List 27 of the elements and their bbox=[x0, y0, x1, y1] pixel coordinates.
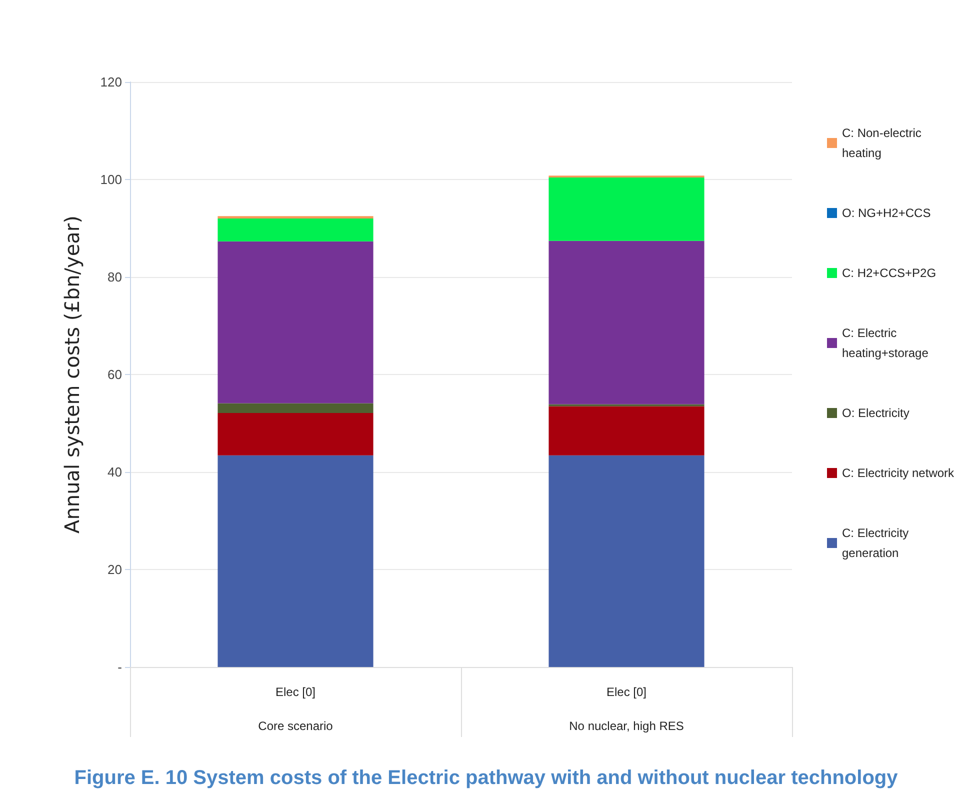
y-tick-label: 100 bbox=[100, 172, 122, 187]
y-tick-label: 40 bbox=[108, 464, 122, 480]
legend-label: O: Electricity bbox=[842, 406, 910, 420]
text: Figure E. 10 System costs of the Electric pathway with and without nuclear technology bbox=[74, 767, 899, 789]
legend-label: O: NG+H2+CCS bbox=[842, 206, 931, 220]
bar bbox=[218, 455, 374, 667]
legend-label: C: Electricity generation bbox=[842, 526, 912, 560]
legend-label: C: Electricity network bbox=[842, 466, 956, 480]
bar bbox=[218, 218, 374, 242]
y-tick-label: 60 bbox=[108, 367, 122, 382]
category-label: Elec [0] Core scenario bbox=[258, 685, 333, 733]
bar bbox=[548, 455, 704, 667]
legend-label: C: Non-electric heating bbox=[842, 126, 925, 160]
y-tick-label: - bbox=[118, 660, 122, 674]
y-tick-label: 80 bbox=[108, 270, 122, 284]
legend-label: C: H2+CCS+P2G bbox=[842, 266, 936, 280]
bar bbox=[218, 241, 374, 404]
bar bbox=[548, 240, 704, 404]
bar bbox=[218, 403, 374, 414]
bar bbox=[548, 178, 704, 241]
bar bbox=[218, 413, 374, 456]
y-tick-label: 120 bbox=[100, 74, 122, 90]
y-tick-label: 20 bbox=[108, 562, 122, 577]
category-label: Elec [0] No nuclear, high RES bbox=[569, 685, 684, 733]
legend-label: C: Electric heating+storage bbox=[842, 326, 929, 360]
y-axis-title: Annual system costs (£bn/year) bbox=[60, 216, 84, 534]
bar bbox=[548, 406, 704, 456]
